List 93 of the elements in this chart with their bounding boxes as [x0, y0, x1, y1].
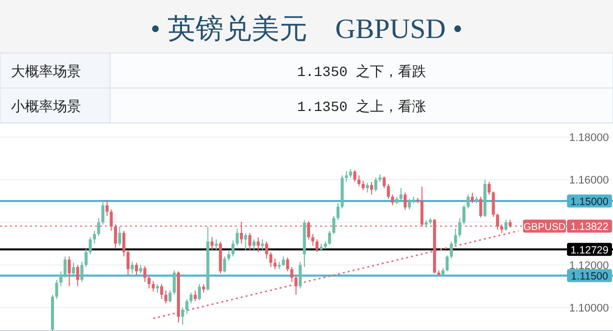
- candlestick: [210, 236, 214, 251]
- candlestick: [68, 256, 71, 287]
- candlestick: [404, 192, 407, 210]
- candlestick: [470, 192, 474, 204]
- candlestick: [76, 264, 80, 287]
- candlestick: [72, 262, 75, 276]
- candlestick: [80, 261, 84, 282]
- candlestick: [164, 290, 168, 304]
- candlestick: [294, 275, 298, 296]
- candlestick: [130, 261, 134, 274]
- candlestick: [298, 261, 302, 289]
- candlestick: [290, 266, 294, 282]
- candlestick: [315, 238, 318, 253]
- ref-line-label: 1.13822: [570, 221, 609, 234]
- candlestick: [374, 177, 378, 192]
- text: 1.1350 之上，看涨: [297, 99, 426, 116]
- candlestick: [227, 250, 230, 262]
- candlestick: [185, 298, 188, 314]
- candlestick: [134, 262, 138, 276]
- candlestick: [214, 238, 218, 251]
- text: 大概率场景: [11, 63, 81, 79]
- candlestick: [454, 228, 458, 246]
- candlestick: [256, 236, 260, 253]
- text: • 英镑兑美元 GBPUSD •: [150, 14, 463, 45]
- candlestick: [118, 226, 122, 246]
- candlestick: [466, 194, 470, 209]
- annotation: GBPUSD: [523, 222, 566, 234]
- candlestick: [344, 170, 348, 182]
- candlestick: [160, 284, 164, 300]
- candlestick: [382, 176, 386, 189]
- y-tick-label: 1.12000: [569, 260, 609, 272]
- ref-line-label: 1.11500: [570, 270, 608, 283]
- candlestick: [286, 256, 290, 272]
- candlestick: [462, 204, 466, 225]
- candlestick: [450, 240, 453, 260]
- candlestick: [143, 266, 146, 282]
- candlestick: [504, 219, 508, 232]
- candlestick: [84, 248, 88, 268]
- candlestick: [353, 170, 356, 182]
- candlestick: [332, 215, 336, 235]
- candlestick: [269, 252, 272, 268]
- candlestick: [232, 240, 235, 257]
- candlestick: [148, 275, 151, 289]
- candlestick: [97, 218, 100, 237]
- candlestick: [311, 234, 314, 246]
- ref-line-label: 1.15000: [570, 196, 609, 208]
- candlestick: [399, 188, 402, 202]
- candlestick: [194, 290, 197, 302]
- candlestick: [282, 256, 285, 266]
- candlestick: [458, 218, 462, 238]
- candlestick: [101, 201, 104, 225]
- candlestick: [181, 307, 184, 326]
- candlestick: [106, 199, 109, 216]
- candlestick: [357, 174, 360, 187]
- candlestick: [336, 202, 340, 221]
- candlestick: [479, 196, 482, 218]
- candlestick: [55, 279, 58, 300]
- candlestick: [446, 254, 449, 272]
- text: 小概率场景: [11, 98, 81, 114]
- y-tick-label: 1.16000: [569, 174, 609, 187]
- candlestick: [265, 240, 268, 260]
- candlestick: [110, 209, 113, 232]
- candlestick: [370, 181, 374, 196]
- ref-line-label: 1.12729: [570, 244, 609, 256]
- candlestick: [391, 194, 394, 206]
- candlestick: [492, 190, 495, 218]
- candlestick: [64, 256, 67, 278]
- candlestick: [274, 258, 277, 270]
- candlestick: [248, 232, 252, 251]
- y-tick-label: 1.10000: [569, 302, 609, 315]
- candlestick: [260, 238, 264, 251]
- candlestick: [59, 270, 62, 287]
- candlestick: [190, 292, 193, 304]
- candlestick: [122, 230, 126, 257]
- candlestick: [408, 198, 411, 210]
- candlestick: [126, 250, 130, 276]
- candlestick: [328, 230, 332, 246]
- candlestick: [362, 180, 365, 191]
- candlestick: [236, 228, 239, 246]
- candlestick: [198, 284, 201, 301]
- candlestick: [172, 270, 176, 296]
- candlestick: [152, 280, 155, 292]
- y-tick-label: 1.18000: [569, 132, 609, 144]
- candlestick: [386, 183, 390, 200]
- candlestick: [88, 236, 92, 255]
- text: 1.1350 之下，看跌: [297, 64, 426, 81]
- candlestick: [366, 182, 369, 193]
- candlestick: [488, 181, 491, 196]
- candlestick: [223, 256, 226, 273]
- candlestick: [168, 290, 172, 303]
- candlestick: [92, 230, 96, 244]
- candlestick: [244, 232, 248, 251]
- candlestick: [252, 238, 256, 251]
